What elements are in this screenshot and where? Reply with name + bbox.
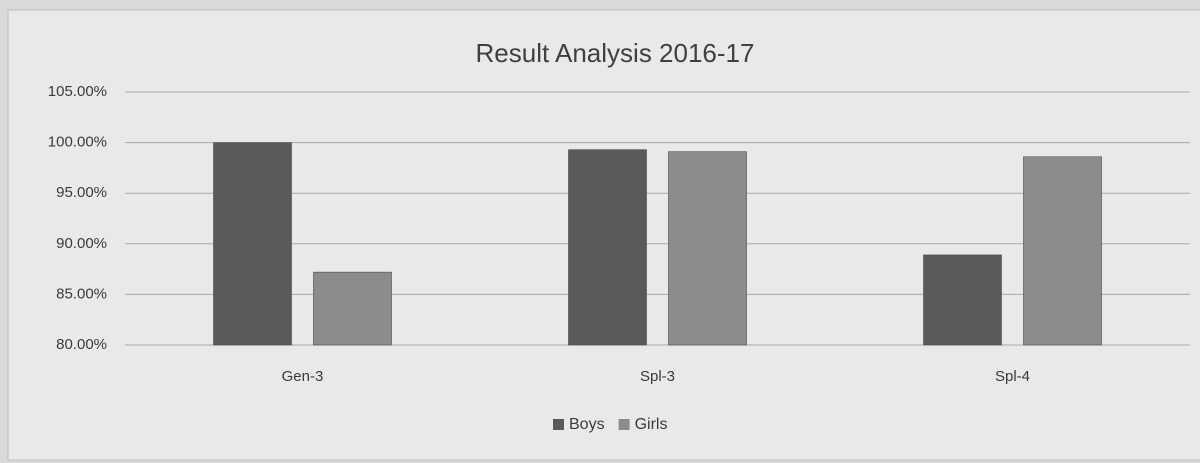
- x-tick-label: Spl-3: [640, 368, 675, 385]
- x-tick-label: Spl-4: [995, 368, 1030, 385]
- y-tick-label: 100.00%: [48, 134, 107, 151]
- legend-swatch: [553, 419, 564, 430]
- bar: [923, 254, 1002, 346]
- bar: [1023, 156, 1102, 346]
- y-tick-label: 80.00%: [56, 336, 107, 353]
- y-tick-label: 85.00%: [56, 285, 107, 302]
- y-tick-label: 95.00%: [56, 184, 107, 201]
- bar: [668, 151, 747, 346]
- bar: [568, 149, 647, 346]
- x-tick-label: Gen-3: [282, 368, 324, 385]
- y-tick-label: 90.00%: [56, 235, 107, 252]
- bar: [313, 271, 392, 346]
- legend-label: Girls: [635, 416, 668, 433]
- y-tick-label: 105.00%: [48, 83, 107, 100]
- legend-label: Boys: [569, 416, 605, 433]
- bar: [213, 142, 292, 346]
- chart-title: Result Analysis 2016-17: [476, 38, 755, 68]
- legend-swatch: [618, 419, 630, 430]
